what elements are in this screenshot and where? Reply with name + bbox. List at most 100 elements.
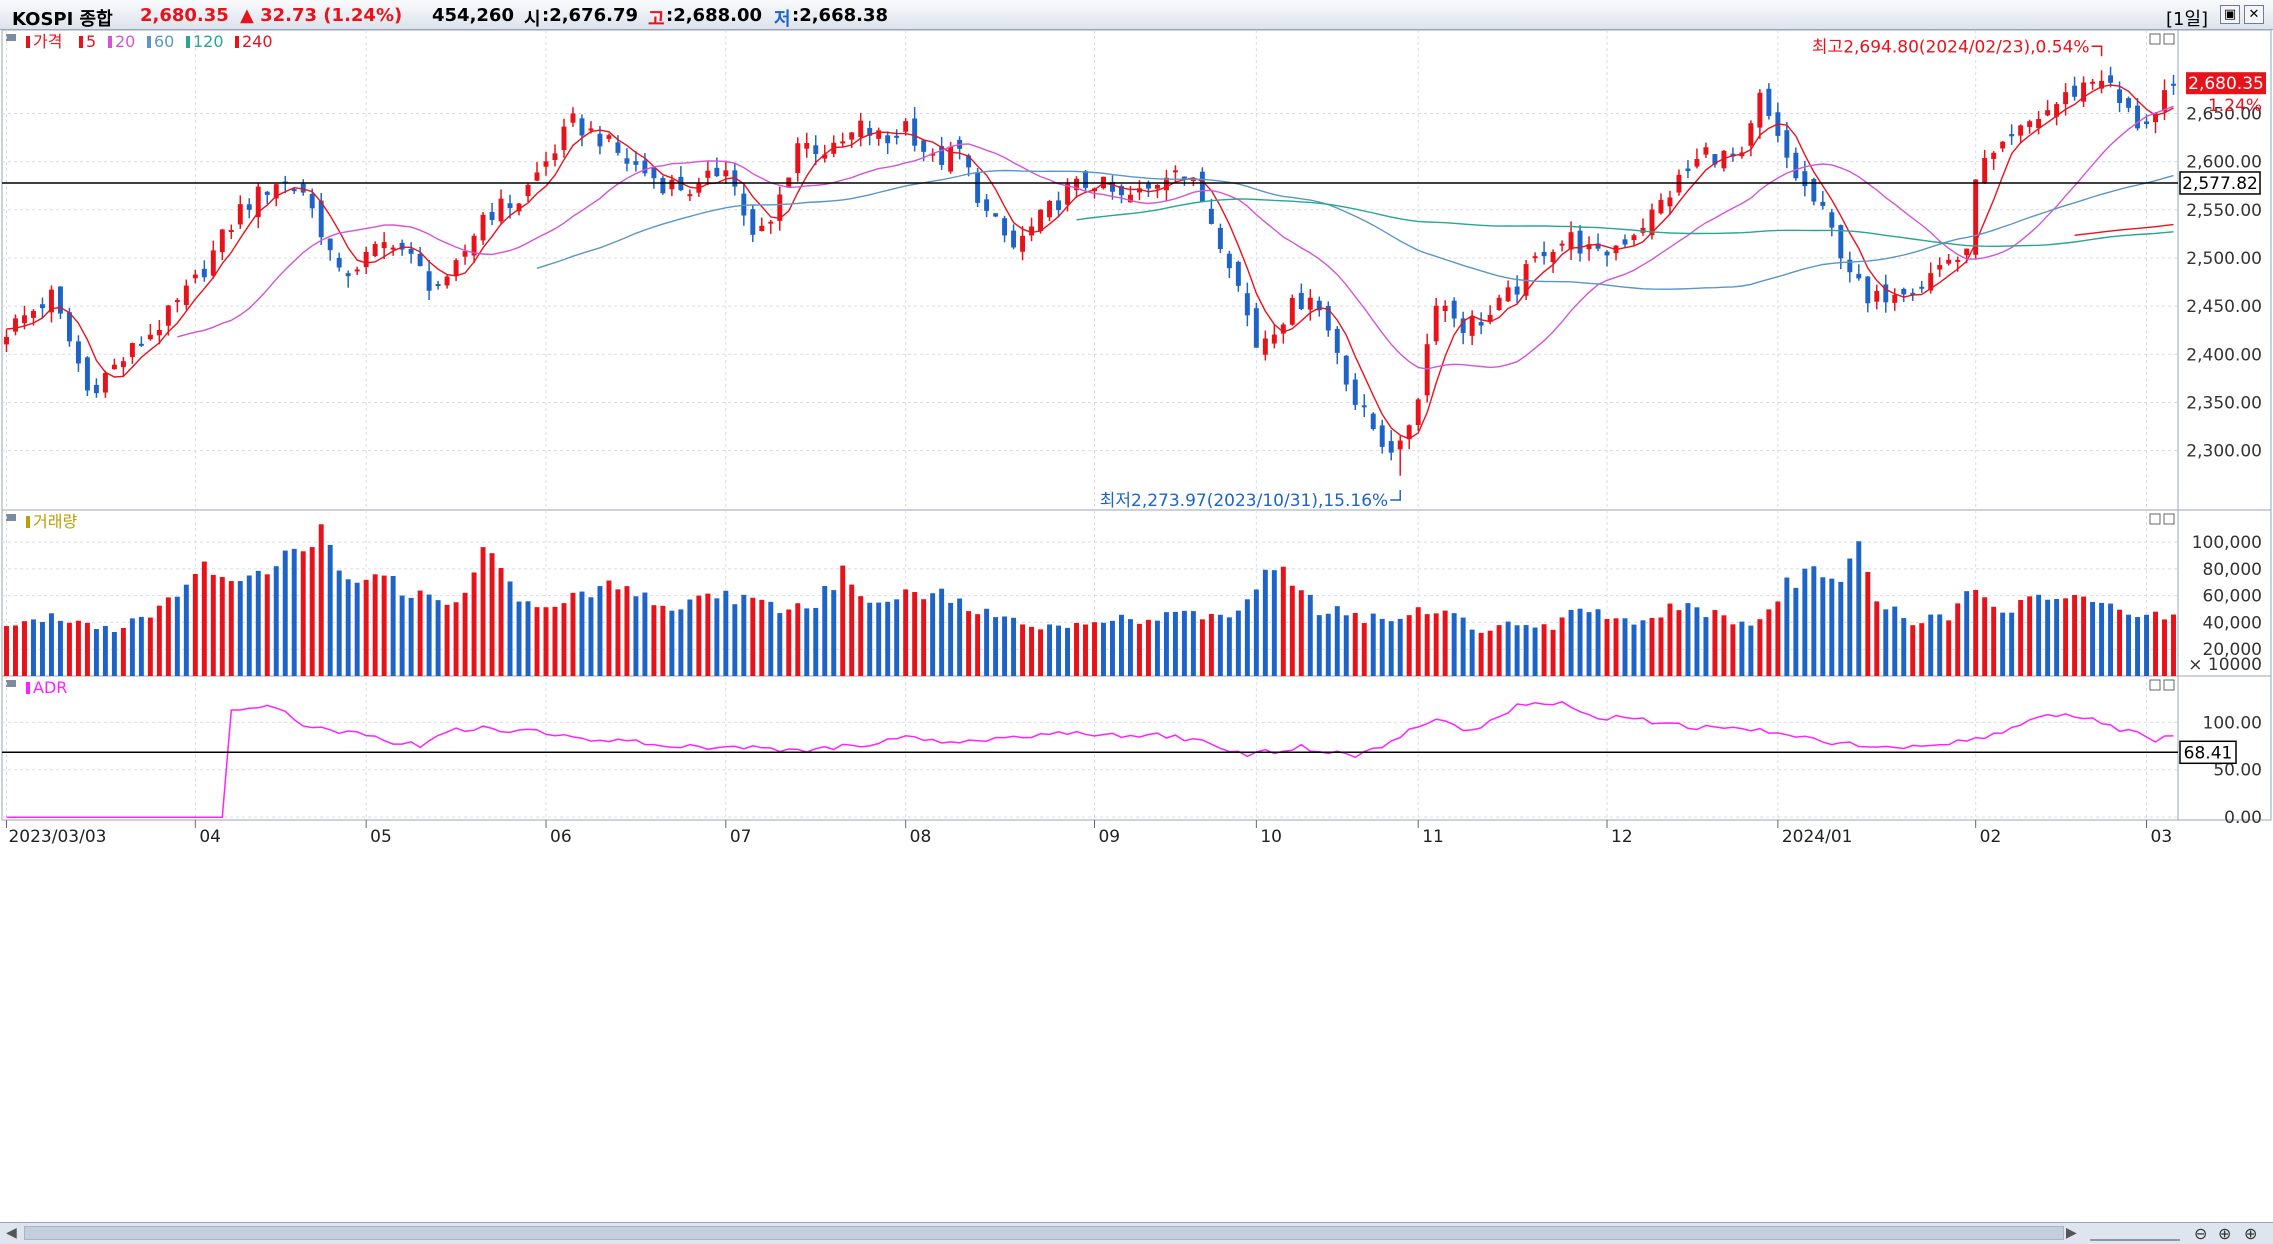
candle-body [894,135,900,138]
candle-body [912,118,918,146]
volume-bar [390,576,396,676]
axis-panel-price [2177,29,2272,511]
candle-body [13,318,18,332]
candle-body [2045,110,2051,116]
scroll-right-icon[interactable]: ▶ [2066,1225,2077,1241]
candle-body [2081,82,2087,102]
candle-body [1379,425,1385,447]
candle-body [1038,209,1044,232]
volume-bar [210,574,216,676]
volume-bar [1352,613,1358,676]
volume-bar [2072,594,2078,676]
volume-bar [1307,594,1313,676]
volume-bar [237,581,243,676]
candle-body [1721,150,1727,169]
volume-bar [1065,627,1070,676]
candle-body [2090,81,2096,84]
adr-tick-label: 50.00 [2213,761,2262,781]
candle-body [372,244,378,256]
panel-price [1,29,2179,511]
candle-body [1056,200,1062,211]
candle-body [885,135,891,144]
candle-body [1388,441,1394,453]
scroll-thumb[interactable] [24,1226,2064,1240]
panel-close-icon[interactable] [2163,513,2175,525]
volume-bar [993,617,999,676]
volume-bar [1217,614,1223,676]
candle-body [804,143,810,149]
volume-bar [2135,617,2141,676]
price-tick-label: 2,350.00 [2186,393,2262,413]
candle-body [111,364,117,370]
x-tick-label: 02 [1980,827,2002,847]
candle-body [651,168,657,179]
legend-swatch [26,36,30,48]
candle-body [1514,286,1520,295]
title-bar: KOSPI 종합 2,680.35 ▲ 32.73 (1.24%) 454,26… [0,0,2273,30]
candle-body [102,373,108,393]
panel-close-icon[interactable] [2163,33,2175,45]
volume-bar [1370,613,1376,676]
volume-bar [435,600,441,676]
panel-collapse-icon[interactable] [6,680,16,687]
panel-maximize-icon[interactable] [2149,679,2161,691]
volume-bar [1802,568,1808,676]
candle-body [1748,123,1754,146]
volume-bar [1604,619,1610,676]
volume-bar [696,595,702,676]
volume-bar [849,584,855,676]
zoom-slider[interactable] [2090,1229,2180,1241]
panel-maximize-icon[interactable] [2149,33,2161,45]
x-tick-label: 2024/01 [1782,827,1853,847]
volume-bar [1262,569,1268,676]
panel-collapse-icon[interactable] [6,514,16,521]
volume-bar [966,611,972,676]
zoom-fit-icon[interactable]: ⊕ [2244,1224,2258,1243]
zoom-reset-icon[interactable]: ⊖ [2194,1224,2208,1243]
volume-bar [165,597,171,676]
volume-bar [2117,609,2123,676]
candle-body [1838,225,1844,259]
last-price-box [2186,72,2266,95]
period-selector[interactable]: [1일] [2166,9,2209,30]
volume-bar [1280,566,1286,676]
horizontal-scrollbar[interactable]: ◀ ▶ ⊖ ⊕ ⊕ [0,1222,2273,1244]
candle-body [1631,235,1637,240]
scroll-left-icon[interactable]: ◀ [6,1225,17,1241]
volume-bar [1397,618,1403,676]
volume-bar [642,592,648,676]
candle-body [921,140,927,152]
candle-body [4,336,9,345]
panel-maximize-icon[interactable] [2149,513,2161,525]
volume-bar [507,581,513,676]
candle-body [993,213,999,217]
price-tick-label: 2,600.00 [2186,153,2262,173]
volume-bar [1631,624,1637,676]
volume-bar [1811,566,1817,676]
volume-bar [1424,614,1430,676]
legend-item: 60 [154,32,174,51]
volume-bar [750,597,756,676]
volume-bar [822,586,828,676]
candle-body [858,120,864,138]
zoom-in-icon[interactable]: ⊕ [2218,1224,2232,1243]
volume-bar [777,613,783,676]
maximize-icon[interactable]: ▣ [2220,5,2240,24]
panel-collapse-icon[interactable] [6,34,16,41]
volume-bar [2000,612,2006,676]
candle-body [22,315,27,324]
volume-bar [660,605,666,676]
candle-body [687,194,693,197]
candle-body [2054,104,2060,117]
candle-body [705,170,711,178]
close-icon[interactable]: ✕ [2244,5,2264,24]
volume-bar [1523,625,1529,676]
candle-body [489,211,495,220]
volume-bar [1685,603,1691,676]
panel-close-icon[interactable] [2163,679,2175,691]
volume-bar [1865,571,1871,676]
volume-bar [39,621,45,676]
candle-body [606,135,612,139]
candle-body [732,170,738,187]
adr-value-box [2179,740,2237,765]
